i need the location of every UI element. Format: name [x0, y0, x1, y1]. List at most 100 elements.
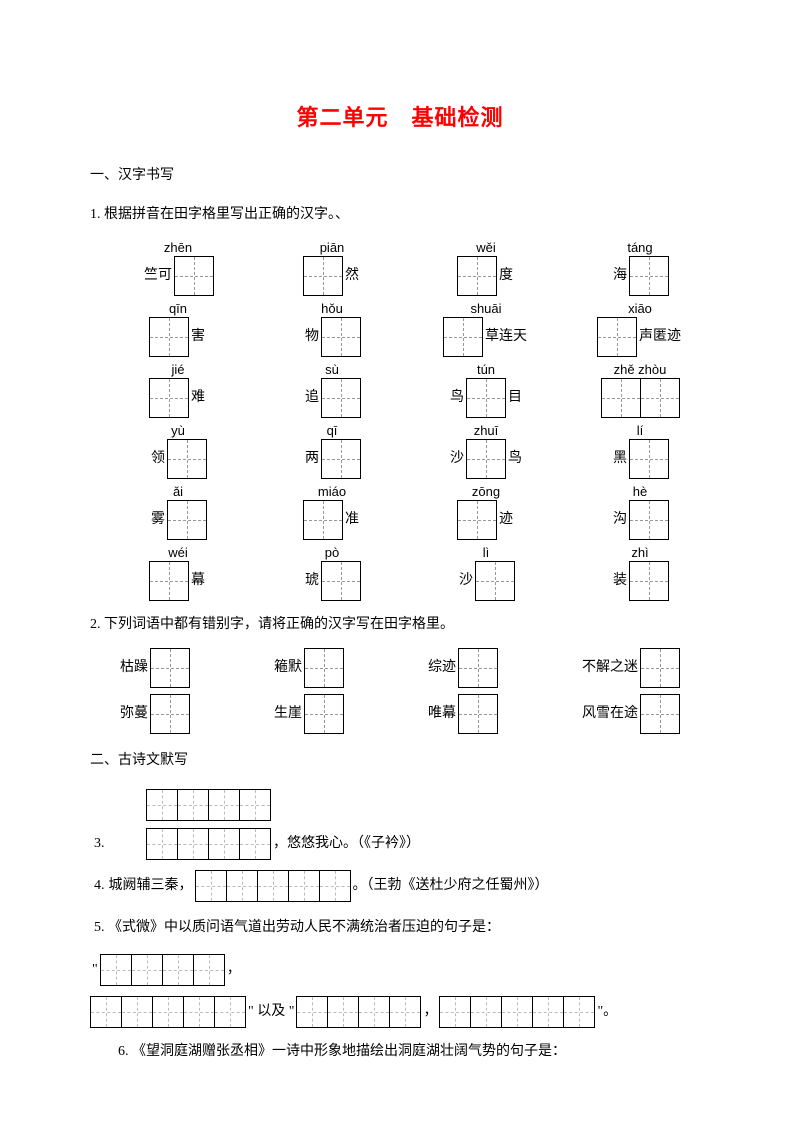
word-unit: ǎi雾	[118, 482, 238, 541]
answer-box[interactable]	[195, 870, 227, 902]
tian-box[interactable]	[629, 500, 669, 540]
word-unit: tún鸟目	[426, 360, 546, 419]
answer-box[interactable]	[470, 996, 502, 1028]
tian-box[interactable]	[458, 694, 498, 734]
answer-box[interactable]	[563, 996, 595, 1028]
tian-box[interactable]	[174, 256, 214, 296]
pinyin-label: miáo	[318, 482, 346, 498]
answer-boxes[interactable]	[146, 828, 271, 860]
answer-boxes[interactable]	[195, 870, 351, 902]
answer-box[interactable]	[439, 996, 471, 1028]
answer-box[interactable]	[121, 996, 153, 1028]
question-6-text: 6. 《望洞庭湖赠张丞相》一诗中形象地描绘出洞庭湖壮阔气势的句子是：	[90, 1041, 710, 1063]
tian-box[interactable]	[457, 500, 497, 540]
tian-box[interactable]	[303, 256, 343, 296]
answer-box[interactable]	[358, 996, 390, 1028]
tian-box[interactable]	[304, 694, 344, 734]
tian-box[interactable]	[443, 317, 483, 357]
answer-box[interactable]	[177, 828, 209, 860]
answer-box[interactable]	[226, 870, 258, 902]
wrong-word: 不解之迷	[580, 649, 640, 687]
answer-box[interactable]	[296, 996, 328, 1028]
tian-box[interactable]	[629, 561, 669, 601]
tian-box[interactable]	[640, 694, 680, 734]
pinyin-label: hè	[633, 482, 647, 498]
question-4-prefix: 城阙辅三秦，	[107, 867, 195, 905]
answer-box[interactable]	[183, 996, 215, 1028]
answer-boxes[interactable]	[90, 996, 246, 1028]
tian-box[interactable]	[629, 439, 669, 479]
tian-box[interactable]	[321, 439, 361, 479]
answer-box[interactable]	[257, 870, 289, 902]
tian-box[interactable]	[149, 378, 189, 418]
answer-box[interactable]	[152, 996, 184, 1028]
tian-box[interactable]	[458, 648, 498, 688]
answer-boxes[interactable]	[439, 996, 595, 1028]
pinyin-label: wěi	[476, 238, 496, 254]
tian-box[interactable]	[303, 500, 343, 540]
char-prefix: 装	[611, 562, 629, 600]
pinyin-label: yù	[171, 421, 185, 437]
answer-box[interactable]	[177, 789, 209, 821]
word-unit: 唯幕	[426, 694, 546, 734]
answer-box[interactable]	[90, 996, 122, 1028]
tian-box[interactable]	[629, 256, 669, 296]
answer-boxes[interactable]	[100, 954, 225, 986]
tian-box[interactable]	[149, 317, 189, 357]
answer-box[interactable]	[146, 828, 178, 860]
pinyin-label: lí	[637, 421, 644, 437]
wrong-word: 枯躁	[118, 649, 150, 687]
word-unit: 综迹	[426, 648, 546, 688]
tian-box[interactable]	[597, 317, 637, 357]
answer-box[interactable]	[146, 789, 178, 821]
answer-box[interactable]	[501, 996, 533, 1028]
word-unit: jié难	[118, 360, 238, 419]
answer-box[interactable]	[162, 954, 194, 986]
tian-box[interactable]	[167, 439, 207, 479]
char-suffix: 目	[506, 379, 524, 417]
answer-boxes[interactable]	[296, 996, 421, 1028]
pinyin-label: zhě zhòu	[614, 360, 667, 376]
question-4: 4. 城阙辅三秦， 。（王勃《送杜少府之任蜀州》）	[90, 867, 710, 905]
tian-box[interactable]	[640, 648, 680, 688]
question-3-suffix: ，悠悠我心。（《子衿》）	[271, 825, 422, 863]
question-1-text: 1. 根据拼音在田字格里写出正确的汉字。、	[90, 204, 710, 226]
answer-boxes[interactable]	[146, 789, 271, 821]
tian-box[interactable]	[640, 378, 680, 418]
answer-box[interactable]	[208, 828, 240, 860]
word-unit: 弥蔓	[118, 694, 238, 734]
answer-box[interactable]	[327, 996, 359, 1028]
tian-box[interactable]	[457, 256, 497, 296]
char-prefix: 沟	[611, 501, 629, 539]
answer-box[interactable]	[239, 828, 271, 860]
tian-box[interactable]	[321, 317, 361, 357]
answer-box[interactable]	[131, 954, 163, 986]
tian-box[interactable]	[304, 648, 344, 688]
tian-box[interactable]	[150, 648, 190, 688]
char-prefix: 鸟	[448, 379, 466, 417]
tian-box[interactable]	[475, 561, 515, 601]
char-suffix: 幕	[189, 562, 207, 600]
tian-box[interactable]	[167, 500, 207, 540]
answer-box[interactable]	[319, 870, 351, 902]
question-1-grid: zhēn竺可piān然wěi度táng海qīn害hǒu物shuāi草连天xiāo…	[90, 238, 710, 602]
answer-box[interactable]	[389, 996, 421, 1028]
tian-box[interactable]	[466, 439, 506, 479]
word-unit: shuāi草连天	[426, 299, 546, 358]
question-3: 3. ，悠悠我心。（《子衿》）	[90, 789, 710, 863]
char-prefix: 黑	[611, 440, 629, 478]
answer-box[interactable]	[193, 954, 225, 986]
tian-box[interactable]	[321, 378, 361, 418]
tian-box[interactable]	[601, 378, 641, 418]
tian-box[interactable]	[149, 561, 189, 601]
word-unit: wěi度	[426, 238, 546, 297]
answer-box[interactable]	[100, 954, 132, 986]
tian-box[interactable]	[466, 378, 506, 418]
answer-box[interactable]	[239, 789, 271, 821]
answer-box[interactable]	[288, 870, 320, 902]
tian-box[interactable]	[321, 561, 361, 601]
answer-box[interactable]	[208, 789, 240, 821]
tian-box[interactable]	[150, 694, 190, 734]
answer-box[interactable]	[532, 996, 564, 1028]
answer-box[interactable]	[214, 996, 246, 1028]
